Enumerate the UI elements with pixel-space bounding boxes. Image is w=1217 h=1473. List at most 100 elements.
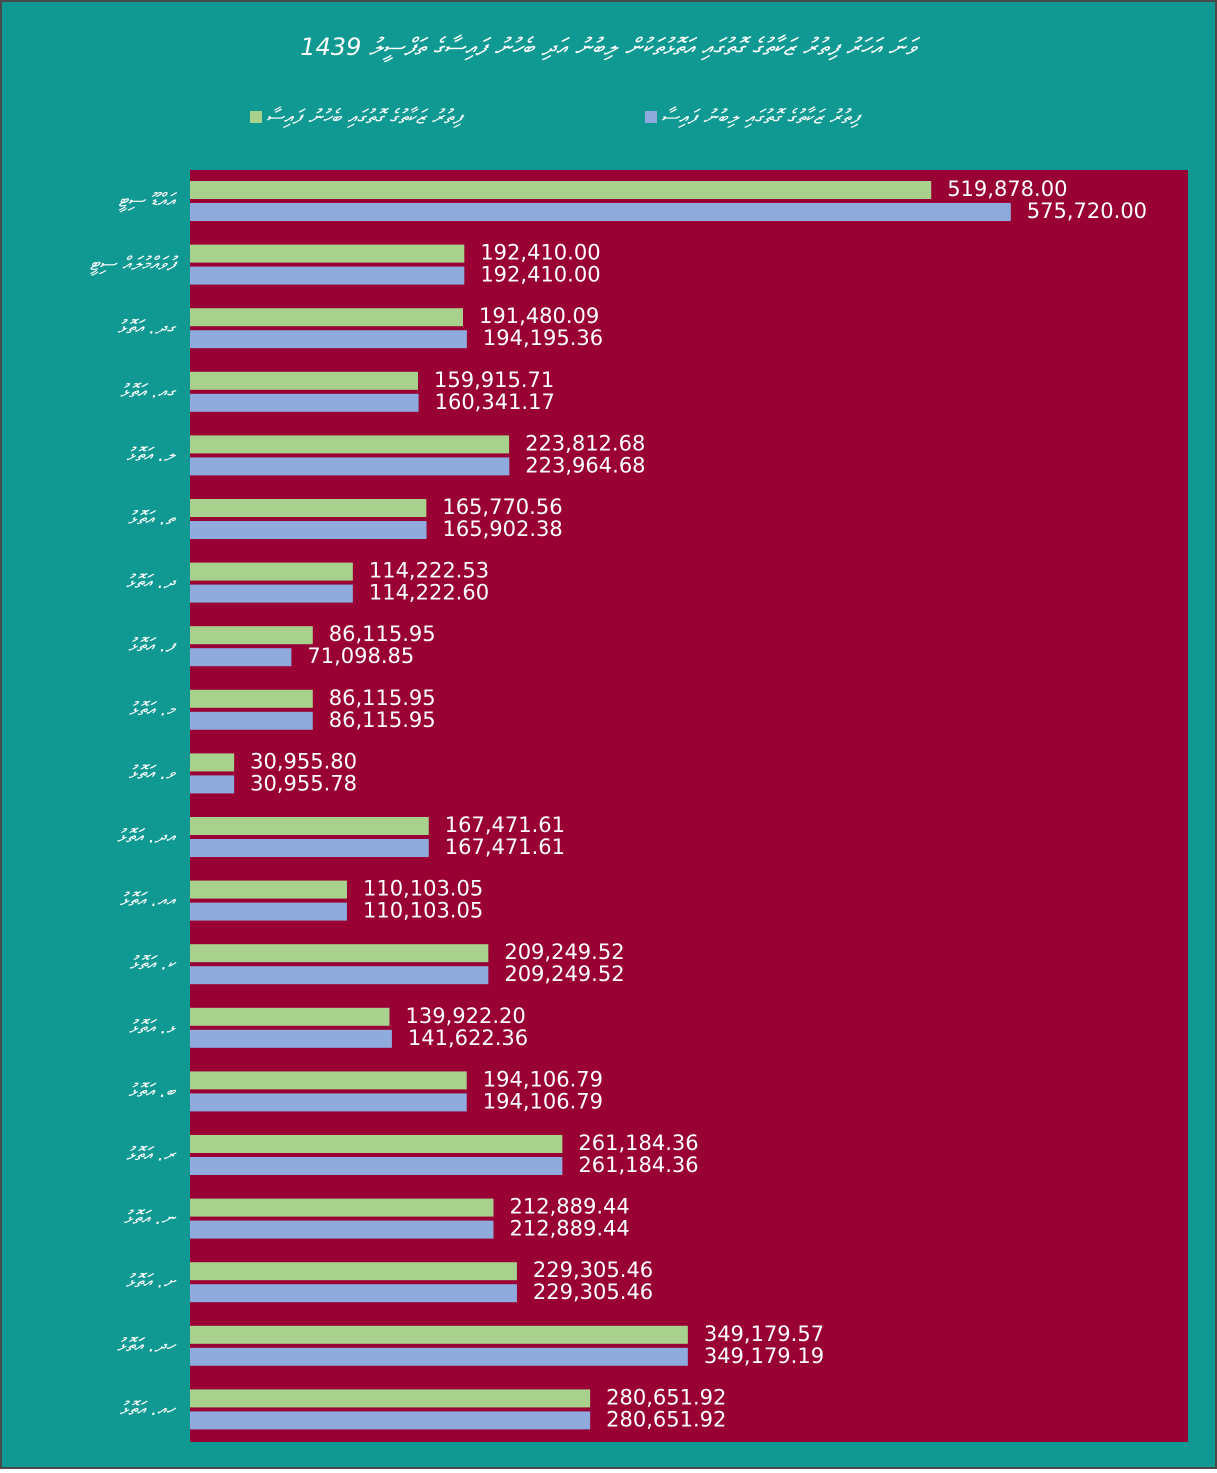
y-tick-label: ޅ. އަތޮޅު [129,1016,176,1038]
data-label: 139,922.20 [405,1004,525,1028]
bar [190,966,489,985]
bar [190,562,353,581]
data-label: 349,179.57 [704,1322,824,1346]
y-tick-label: ގދ. އަތޮޅު [118,317,177,339]
y-tick-label: އައްޑޫ ސިޓީ [118,190,177,213]
data-label: 30,955.80 [250,749,357,773]
bar [190,1220,494,1239]
data-label: 86,115.95 [329,708,436,732]
data-label: 114,222.53 [369,559,489,583]
y-tick-label: ނ. އަތޮޅު [124,1207,177,1229]
bar [190,330,467,349]
data-label: 159,915.71 [434,368,554,392]
data-label: 192,410.00 [480,263,600,287]
data-label: 194,106.79 [483,1067,603,1091]
y-tick-label: ގއ. އަތޮޅު [120,380,176,402]
bar [190,1157,563,1175]
data-label: 261,184.36 [578,1153,698,1177]
bar [190,1071,467,1090]
data-label: 223,964.68 [525,453,645,477]
data-label: 110,103.05 [363,877,483,901]
data-label: 223,812.68 [525,431,645,455]
bar [190,1135,563,1153]
y-tick-label: ހއ. އަތޮޅު [120,1398,177,1420]
bar [190,1347,688,1366]
bar [190,521,427,539]
y-tick-label: ލ. އަތޮޅު [127,444,177,466]
bar [190,435,510,454]
bar [190,626,313,645]
bar [190,880,347,899]
bar [190,689,313,708]
bar [190,648,292,667]
plot-area [190,170,1188,1442]
chart-title: 1439 ވަނަ އަހަރު ފިތުރު ޒަކާތުގެ ގޮތުގައ… [300,33,920,63]
data-label: 575,720.00 [1027,199,1147,223]
y-tick-label: ފުވައްމުލައް ސިޓީ [89,253,178,276]
bar [190,1007,390,1026]
bar [190,499,427,517]
data-label: 280,651.92 [606,1407,726,1431]
data-label: 194,106.79 [483,1089,603,1113]
bar [190,393,419,412]
bar [190,1198,494,1217]
y-tick-label: ތ. އަތޮޅު [128,508,176,530]
data-label: 261,184.36 [578,1131,698,1155]
legend-swatch [645,111,657,123]
bar [190,1262,517,1281]
y-tick-label: އއ. އަތޮޅު [120,889,176,911]
data-label: 280,651.92 [606,1385,726,1409]
bar [190,181,932,199]
y-tick-label: މ. އަތޮޅު [129,698,176,720]
bar [190,308,463,327]
data-label: 349,179.19 [704,1344,824,1368]
bar [190,203,1011,221]
bar [190,1411,591,1430]
bar [190,775,235,794]
bar [190,1284,517,1303]
bar [190,902,347,921]
bar [190,457,510,476]
y-tick-label: ހދ. އަތޮޅު [117,1334,177,1356]
data-label: 209,249.52 [504,962,624,986]
legend-label: ފިތުރު ޒަކާތުގެ ގޮތުގައި ބެހުނު ފައިސާ [266,105,465,129]
data-label: 86,115.95 [329,686,436,710]
bar [190,1389,591,1408]
y-tick-label: ށ. އަތޮޅު [126,1271,177,1293]
data-label: 165,902.38 [443,517,563,541]
data-label: 212,889.44 [510,1195,630,1219]
data-label: 167,471.61 [445,813,565,837]
data-label: 194,195.36 [483,326,603,350]
legend-label: ފިތުރު ޒަކާތުގެ ގޮތުގައި ލިބުނު ފައިސާ [661,105,862,129]
bar [190,266,465,285]
data-label: 86,115.95 [329,622,436,646]
bar [190,584,353,603]
bar [190,244,465,263]
data-label: 229,305.46 [533,1280,653,1304]
y-tick-label: ދ. އަތޮޅު [126,571,177,593]
data-label: 212,889.44 [510,1217,630,1241]
bar [190,817,429,835]
bar [190,371,418,390]
data-label: 141,622.36 [408,1026,528,1050]
data-label: 114,222.60 [369,581,489,605]
data-label: 519,878.00 [947,177,1067,201]
y-tick-label: ވ. އަތޮޅު [129,762,176,784]
y-tick-label: ފ. އަތޮޅު [128,635,177,657]
bar [190,1093,467,1112]
data-label: 229,305.46 [533,1258,653,1282]
bar [190,944,489,963]
data-label: 209,249.52 [504,940,624,964]
bar [190,711,313,730]
data-label: 191,480.09 [479,304,599,328]
y-tick-label: ބ. އަތޮޅު [128,1080,176,1102]
data-label: 30,955.78 [250,771,357,795]
bar [190,1029,392,1048]
bar [190,839,429,857]
data-label: 192,410.00 [480,241,600,265]
legend-swatch [250,111,262,123]
data-label: 71,098.85 [307,644,414,668]
bar [190,753,235,772]
data-label: 165,770.56 [442,495,562,519]
